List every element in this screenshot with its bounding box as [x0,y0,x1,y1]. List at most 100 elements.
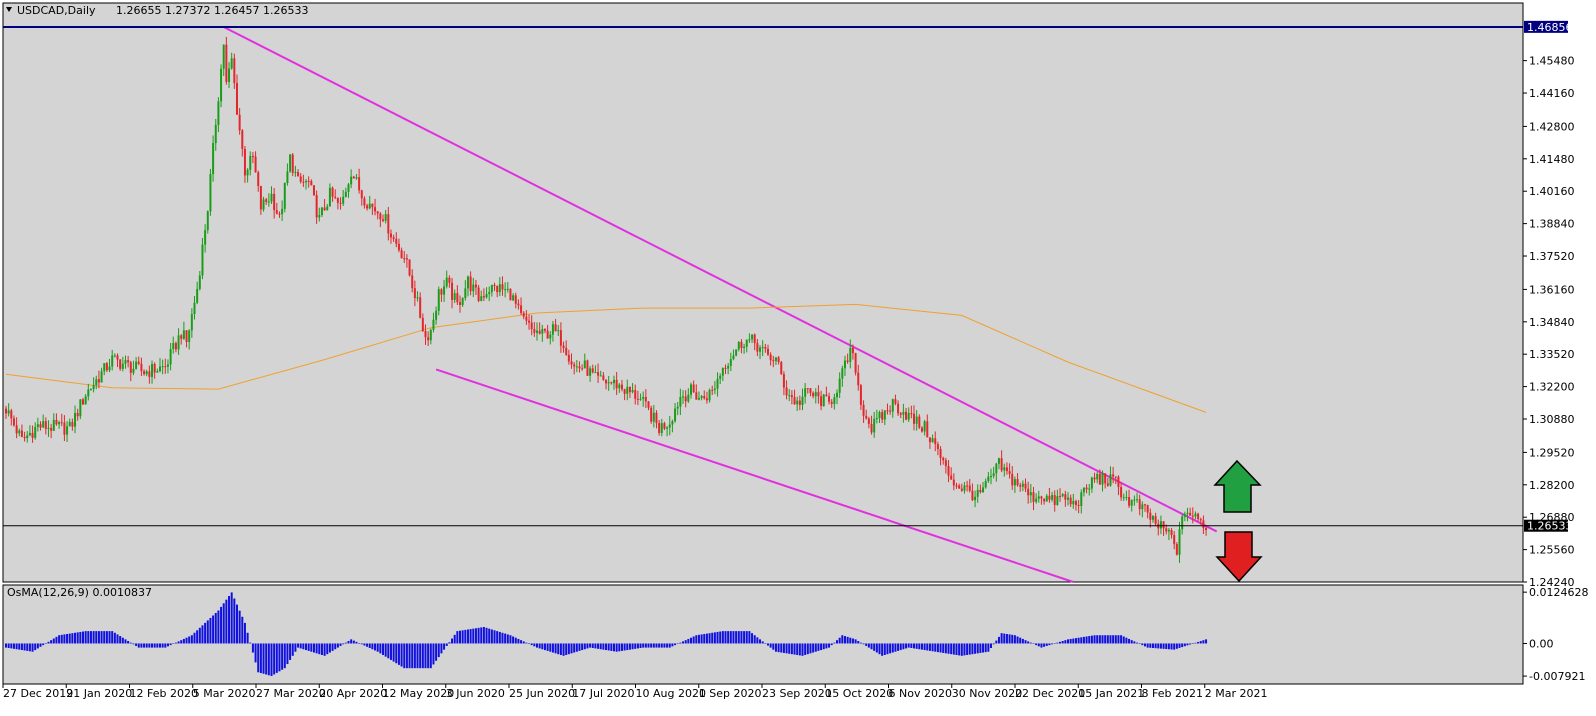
osma-bar [443,643,446,650]
osma-bar [740,631,743,644]
osma-bar [1143,643,1146,647]
osma-bar [1151,643,1154,648]
osma-bar [262,643,265,674]
candle-body [1106,483,1109,486]
candle-body [453,293,456,300]
candle-body [1082,487,1085,493]
candle-body [315,195,318,218]
osma-bar [1173,643,1176,650]
osma-bar [636,643,639,649]
candle-body [541,328,544,334]
osma-bar [350,639,353,644]
osma-bar [1037,643,1040,647]
candle-body [469,276,472,292]
candle-body [257,172,260,187]
osma-bar [15,643,18,650]
candle-body [47,427,50,429]
candle-body [350,176,353,185]
osma-bar [509,635,512,644]
candle-body [836,392,839,398]
osma-bar [705,633,708,644]
osma-bar [188,636,191,644]
osma-bar [230,592,233,644]
price-tick-label: 1.24240 [1529,576,1575,589]
indicator-pane [2,584,1524,685]
candle-body [960,488,963,491]
candle-body [403,258,406,260]
candle-body [987,476,990,482]
candle-body [966,485,969,487]
candle-body [536,330,538,333]
osma-bar [708,633,711,644]
candle-body [737,341,740,350]
osma-bar [254,643,257,663]
candle-body [984,481,987,488]
candle-body [504,289,507,291]
osma-bar [546,643,549,651]
candle-body [942,458,945,461]
osma-bar [870,643,873,650]
osma-bar [679,642,682,644]
candle-body [610,382,613,384]
osma-bar [536,643,538,648]
candle-body [1175,544,1178,555]
osma-bar [968,643,971,655]
osma-bar [34,643,37,651]
candle-body [692,384,695,393]
osma-bar [1112,635,1115,644]
osma-bar [559,643,562,655]
osma-bar [339,643,342,646]
candle-body [798,400,801,405]
osma-bar [92,631,95,644]
time-tick-label: 12 May 2020 [383,687,455,700]
osma-bar [743,631,746,644]
osma-bar [283,643,286,669]
osma-bar [427,643,430,669]
osma-bar [419,643,422,669]
price-tick-label: 1.41480 [1529,153,1575,166]
candle-body [124,360,127,364]
candle-body [546,330,549,339]
candle-body [188,330,191,342]
candle-body [1077,504,1080,506]
candle-body [312,185,315,196]
osma-histogram [5,592,1208,676]
collapse-triangle-icon[interactable] [6,7,12,12]
candle-body [1170,529,1173,536]
osma-bar [782,643,785,653]
osma-bar [1045,643,1048,646]
osma-bar [488,628,491,644]
osma-bar [655,643,658,648]
osma-bar [331,643,334,651]
candle-body [533,329,536,333]
candle-body [127,360,130,363]
candle-body [974,496,977,501]
osma-bar [480,627,483,644]
osma-bar [379,643,382,654]
osma-bar [440,643,443,654]
candle-body [740,341,743,348]
candle-body [318,214,321,218]
candle-body [1090,477,1093,489]
osma-bar [812,643,815,653]
top-price-label: 1.46856 [1527,21,1573,34]
candle-body [302,181,305,183]
candle-body [50,427,53,431]
osma-bar [671,643,674,647]
candle-body [352,176,355,179]
osma-bar [225,599,228,644]
osma-bar [198,627,201,644]
osma-bar [1098,635,1101,644]
osma-bar [761,641,764,644]
candle-body [1109,474,1112,486]
osma-bar [435,643,438,661]
candle-body [644,396,647,402]
candle-body [528,320,531,323]
osma-bar [220,606,223,644]
candle-body [520,305,523,313]
osma-bar [1167,643,1170,650]
osma-bar [312,643,315,653]
candle-body [753,334,756,344]
price-tick-label: 1.38840 [1529,218,1575,231]
osma-bar [408,643,411,669]
